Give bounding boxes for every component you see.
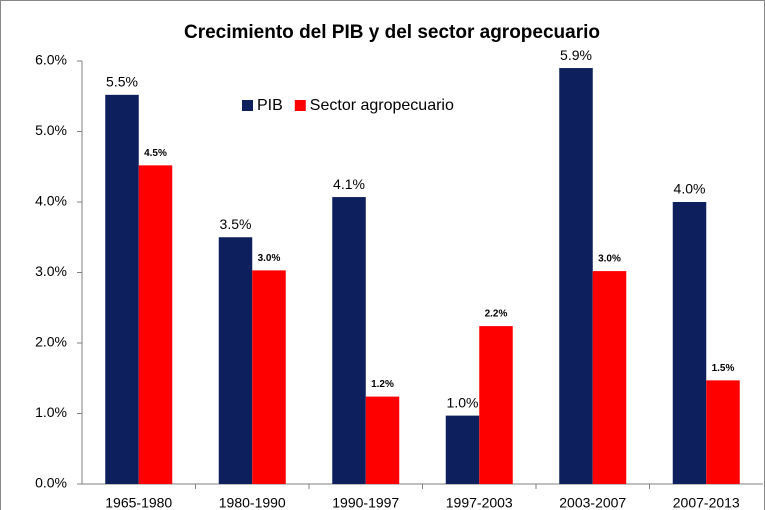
- data-label: 4.5%: [144, 148, 167, 159]
- data-label: 4.0%: [674, 181, 706, 197]
- legend-swatch: [242, 100, 253, 111]
- data-label: 5.5%: [106, 74, 138, 90]
- data-label: 2.2%: [485, 309, 508, 320]
- x-tick-label: 1990-1997: [332, 495, 399, 510]
- y-tick-label: 3.0%: [35, 263, 67, 279]
- legend-swatch: [294, 100, 306, 111]
- bar: [252, 270, 286, 484]
- y-tick-label: 1.0%: [35, 404, 67, 420]
- data-label: 3.0%: [598, 254, 621, 265]
- bar: [365, 396, 400, 484]
- y-tick-label: 5.0%: [35, 122, 67, 138]
- bar: [592, 271, 627, 484]
- data-label: 4.1%: [333, 176, 365, 192]
- bar: [332, 197, 366, 484]
- x-tick-label: 1997-2003: [446, 495, 513, 510]
- y-tick-label: 2.0%: [35, 334, 67, 350]
- x-tick-label: 1980-1990: [219, 495, 286, 510]
- bar: [445, 415, 480, 484]
- y-tick-label: 0.0%: [35, 475, 67, 491]
- bar: [138, 165, 173, 484]
- y-tick-label: 6.0%: [35, 52, 67, 68]
- data-label: 1.5%: [712, 363, 735, 374]
- bar: [672, 202, 707, 484]
- data-label: 1.2%: [371, 379, 394, 390]
- bar: [559, 68, 593, 485]
- y-tick-label: 4.0%: [35, 193, 67, 209]
- data-label: 5.9%: [560, 47, 592, 63]
- legend-label: Sector agropecuario: [310, 97, 454, 114]
- bar: [218, 237, 253, 484]
- x-tick-label: 2003-2007: [559, 495, 626, 510]
- data-label: 3.0%: [258, 253, 281, 264]
- bar: [706, 380, 740, 484]
- data-label: 3.5%: [220, 216, 252, 232]
- x-tick-label: 1965-1980: [105, 495, 172, 510]
- bar: [105, 94, 139, 484]
- data-label: 1.0%: [447, 394, 479, 410]
- bar: [479, 326, 513, 484]
- legend-label: PIB: [257, 97, 283, 114]
- x-tick-label: 2007-2013: [673, 495, 740, 510]
- chart-title: Crecimiento del PIB y del sector agropec…: [184, 22, 600, 43]
